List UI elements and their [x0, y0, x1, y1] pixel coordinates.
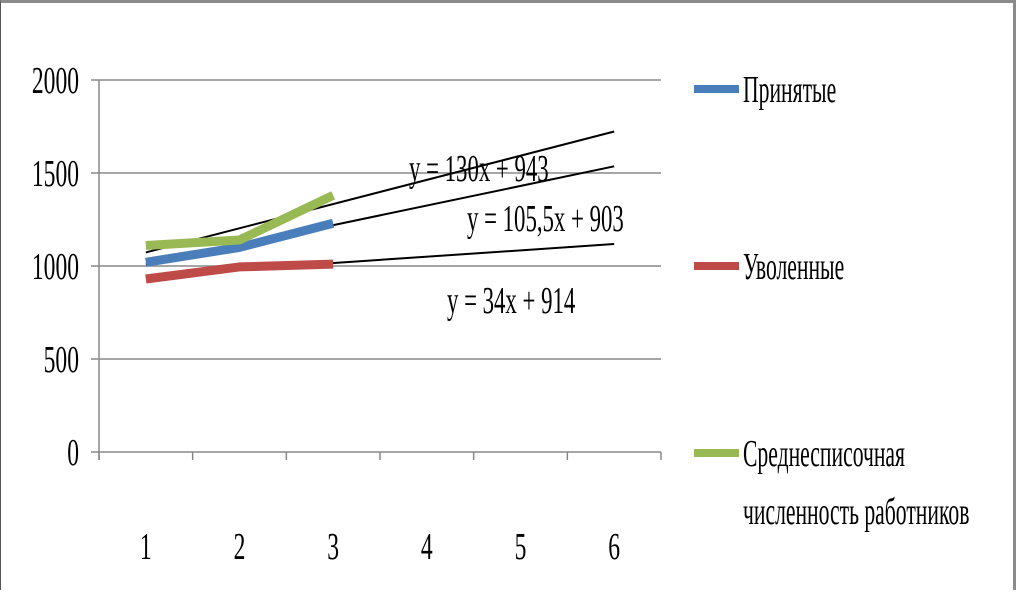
- series-line-0: [145, 218, 335, 267]
- axis-labels: 0 500 1000 1500 2000 1 2 3 4 5 6: [32, 59, 620, 567]
- x-tick-label-5: 6: [608, 525, 620, 567]
- grid-lines: [91, 79, 661, 360]
- line-chart: y = 130x + 943 y = 105,5x + 903 y = 34x + …: [32, 59, 970, 567]
- legend-label-2-0: Среднесписочная: [743, 432, 905, 475]
- y-tick-label-2: 1000: [32, 245, 79, 287]
- data-series: [145, 191, 336, 284]
- x-tick-label-0: 1: [140, 525, 152, 567]
- trendline-label-0: y = 130x + 943: [409, 147, 549, 189]
- y-tick-label-4: 2000: [32, 59, 79, 101]
- legend-label-0-0: Принятые: [743, 68, 836, 111]
- x-tick-label-4: 5: [515, 525, 527, 567]
- x-tick-label-2: 3: [327, 525, 339, 567]
- y-tick-label-1: 500: [44, 338, 79, 380]
- series-line-2: [145, 191, 336, 251]
- trendline-label-2: y = 34x + 914: [447, 279, 576, 321]
- legend: Принятые Уволенные Среднесписочная численно…: [694, 68, 969, 533]
- trendline-0: [145, 130, 615, 254]
- trendlines: y = 130x + 943 y = 105,5x + 903 y = 34x + …: [145, 130, 624, 321]
- y-tick-label-3: 1500: [32, 152, 79, 194]
- series-line-1: [145, 259, 334, 284]
- x-tick-label-3: 4: [421, 525, 433, 567]
- legend-label-1-0: Уволенные: [743, 245, 844, 288]
- legend-label-2-1: численность работников: [743, 490, 969, 533]
- trendline-label-1: y = 105,5x + 903: [467, 197, 624, 239]
- axes: [91, 80, 662, 460]
- y-tick-label-0: 0: [67, 431, 79, 473]
- x-tick-label-1: 2: [234, 525, 246, 567]
